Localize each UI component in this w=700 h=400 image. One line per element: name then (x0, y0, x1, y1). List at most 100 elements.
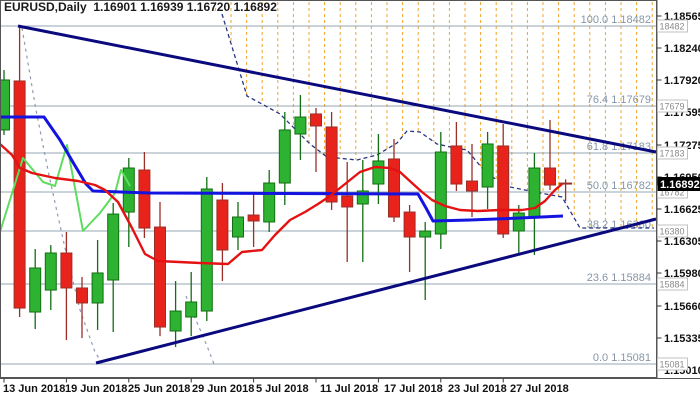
fib-price-tag-label: 15081 (660, 360, 685, 370)
current-price-badge-label: 1.16892 (660, 179, 700, 191)
candle[interactable] (294, 94, 307, 160)
candle-body (544, 167, 556, 186)
candle[interactable] (169, 281, 182, 348)
candle-body (200, 188, 213, 312)
candle-body (388, 158, 400, 218)
fibonacci-retracement: 100.0 1.18482 76.4 1.17679 61.8 1.17183 50.… (0, 14, 657, 365)
date-label: 5 Jul 2018 (256, 383, 309, 395)
price-label: 1.15980 (664, 268, 700, 280)
candle[interactable] (278, 111, 291, 205)
ascending-trendline[interactable] (95, 217, 657, 365)
fib-expansion-hatch (214, 2, 653, 228)
fib-level-label: 76.4 1.17679 (587, 94, 651, 106)
fib-level-label: 61.8 1.17183 (587, 141, 651, 153)
date-label: 19 Jun 2018 (65, 383, 127, 395)
price-label: 1.16305 (664, 236, 700, 248)
price-label: 1.18240 (664, 43, 700, 55)
candle[interactable] (138, 152, 151, 238)
fib-price-tag-label: 18482 (660, 22, 685, 32)
candle[interactable] (356, 159, 369, 263)
fib-price-tag-label: 17679 (660, 102, 685, 112)
candle-body (481, 143, 494, 188)
price-label: 1.15335 (664, 333, 700, 345)
candle-body (122, 167, 135, 213)
candle[interactable] (512, 204, 525, 255)
indicator-overlays (0, 24, 657, 365)
candle[interactable] (388, 138, 400, 222)
candle-body (325, 126, 338, 203)
price-label: 1.16625 (664, 204, 700, 216)
candle[interactable] (247, 192, 260, 248)
candle[interactable] (154, 202, 166, 337)
descending-trendline[interactable] (17, 24, 657, 154)
time-axis[interactable]: 13 Jun 2018 19 Jun 2018 25 Jun 2018 29 Jun … (0, 378, 700, 400)
candle[interactable] (403, 204, 416, 272)
fib-price-tag-label: 15884 (660, 280, 685, 290)
current-price-badge-bg (657, 177, 700, 191)
fib-price-tag-label: 17183 (660, 149, 685, 159)
candle[interactable] (434, 131, 447, 250)
date-label: 11 Jul 2018 (320, 383, 378, 395)
price-label: 1.17920 (664, 75, 700, 87)
fib-price-tag: 16380 (657, 224, 688, 238)
candle[interactable] (232, 202, 244, 251)
fib-level-label: 0.0 1.15081 (593, 352, 651, 364)
candle[interactable] (122, 157, 135, 248)
candle-body (341, 195, 354, 208)
candle[interactable] (450, 122, 463, 191)
date-label: 17 Jul 2018 (384, 383, 443, 395)
candle-body (466, 180, 478, 192)
fib-price-tag-box (657, 277, 688, 291)
candlestick-series (0, 26, 573, 348)
fib-price-tag-label: 16782 (660, 188, 685, 198)
candle[interactable] (481, 131, 494, 209)
fib-price-tag-box (657, 357, 688, 371)
candle-body (169, 310, 182, 332)
date-label: 13 Jun 2018 (3, 383, 65, 395)
price-axis[interactable]: 1.185651.182401.179201.175951.172751.169… (656, 0, 700, 378)
candle[interactable] (44, 245, 57, 311)
candle-body (278, 129, 291, 184)
candle[interactable] (0, 70, 10, 136)
candle[interactable] (60, 232, 73, 341)
candle[interactable] (107, 203, 120, 333)
candle[interactable] (185, 271, 198, 337)
date-ticks (3, 378, 504, 383)
fib-price-tag-box (657, 19, 688, 33)
candle-body (434, 151, 447, 235)
candle[interactable] (310, 107, 322, 172)
candle[interactable] (341, 161, 354, 263)
candle[interactable] (200, 176, 213, 321)
candle-body (13, 80, 26, 309)
candle-body (76, 287, 88, 304)
candle[interactable] (91, 239, 104, 331)
candle[interactable] (466, 143, 478, 218)
fib-price-tag: 15081 (657, 357, 688, 371)
dashed-arc-lines (21, 27, 215, 367)
candle[interactable] (76, 277, 88, 339)
candle[interactable] (372, 134, 385, 204)
date-label: 29 Jun 2018 (192, 383, 254, 395)
candle[interactable] (419, 221, 432, 301)
fib-arc-dashed (185, 295, 215, 365)
fib-price-tag-label: 16380 (660, 227, 685, 237)
candle-body (107, 213, 120, 281)
candle[interactable] (29, 249, 42, 330)
date-label: 23 Jul 2018 (448, 383, 507, 395)
fib-price-tag: 18482 (657, 19, 688, 33)
fib-level-label: 100.0 1.18482 (581, 14, 651, 26)
candle-body (154, 226, 166, 328)
date-label: 27 Jul 2018 (510, 383, 569, 395)
candle-body (450, 145, 463, 185)
candle-body (403, 211, 416, 238)
time-axis-bg (0, 378, 700, 400)
candle[interactable] (263, 170, 276, 233)
fib-price-tag-box (657, 224, 688, 238)
fib-price-tag-box (657, 146, 688, 160)
date-labels: 13 Jun 2018 19 Jun 2018 25 Jun 2018 29 Jun … (3, 383, 569, 395)
fib-arc-dashed (21, 27, 105, 367)
fib-price-tag-box (657, 99, 688, 113)
date-label: 25 Jun 2018 (128, 383, 190, 395)
candle-body (185, 301, 198, 318)
chart-surface[interactable] (0, 0, 657, 378)
